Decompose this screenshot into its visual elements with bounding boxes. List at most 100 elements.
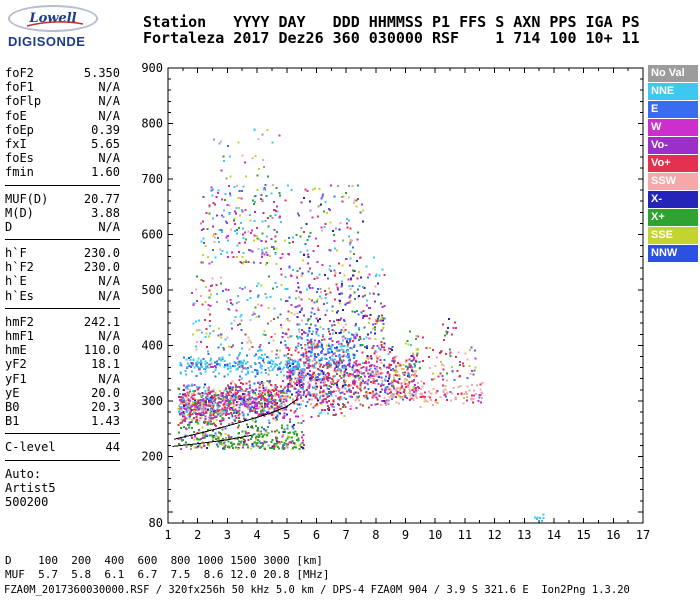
param-label: C-level (5, 440, 56, 455)
param-row-foep: foEp 0.39 (5, 123, 120, 137)
param-label: M(D) (5, 205, 34, 220)
param-value: 1.60 (91, 165, 120, 180)
param-label: foE (5, 108, 27, 123)
logo-digisonde-text: DIGISONDE (8, 34, 86, 49)
param-row-hmf1: hmF1 N/A (5, 329, 120, 343)
param-label: hmF2 (5, 314, 34, 329)
y-tick-label: 600 (141, 227, 163, 241)
param-row-md: M(D) 3.88 (5, 206, 120, 220)
param-value: 1.43 (91, 414, 120, 429)
param-label: yE (5, 385, 20, 400)
header-field-names: Station YYYY DAY DDD HHMMSS P1 FFS S AXN… (143, 13, 640, 31)
header-field-values: Fortaleza 2017 Dez26 360 030000 RSF 1 71… (143, 29, 640, 47)
param-row-500200: 500200 (5, 495, 120, 509)
distance-row: D 100 200 400 600 800 1000 1500 3000 [km… (5, 554, 323, 567)
param-row-hmf2: hmF2 242.1 (5, 315, 120, 329)
x-tick-label: 10 (428, 528, 442, 542)
param-row-fof2: foF2 5.350 (5, 66, 120, 80)
param-row-hme: hmE 110.0 (5, 343, 120, 357)
param-value: N/A (98, 329, 120, 343)
x-tick-label: 6 (313, 528, 320, 542)
legend-item-vo-: Vo- (648, 137, 698, 154)
param-label: foEs (5, 151, 34, 166)
param-row-artist5: Artist5 (5, 481, 120, 495)
scatter-points (177, 128, 545, 523)
param-label: h`F2 (5, 260, 34, 275)
param-label: MUF(D) (5, 191, 49, 206)
x-tick-label: 2 (194, 528, 201, 542)
param-value: 20.3 (91, 399, 120, 414)
param-value: 110.0 (83, 343, 120, 358)
param-value: N/A (98, 371, 120, 386)
legend-item-nne: NNE (648, 83, 698, 100)
y-axis-bottom-label: 80 (149, 516, 163, 530)
param-label: h`Es (5, 288, 34, 303)
param-row-b0: B0 20.3 (5, 400, 120, 414)
y-tick-label: 500 (141, 283, 163, 297)
param-label: h`E (5, 274, 27, 289)
x-tick-label: 13 (517, 528, 531, 542)
param-separator (5, 239, 120, 241)
param-value: N/A (98, 80, 120, 95)
param-label: foEp (5, 122, 34, 137)
param-separator (5, 433, 120, 435)
param-value: N/A (98, 274, 120, 289)
param-separator (5, 184, 120, 186)
param-value: 0.39 (91, 122, 120, 137)
param-value: N/A (98, 288, 120, 303)
y-tick-label: 800 (141, 116, 163, 130)
param-row-foes: foEs N/A (5, 151, 120, 165)
param-row-yf1: yF1 N/A (5, 372, 120, 386)
param-row-he: h`E N/A (5, 274, 120, 288)
param-value: 20.77 (83, 191, 120, 206)
x-tick-label: 1 (164, 528, 171, 542)
param-value: N/A (98, 151, 120, 166)
param-value: 5.350 (83, 66, 120, 80)
legend-item-nnw: NNW (648, 245, 698, 262)
param-value: N/A (98, 219, 120, 234)
x-tick-label: 16 (606, 528, 620, 542)
param-value: 242.1 (83, 314, 120, 329)
x-tick-label: 12 (487, 528, 501, 542)
param-label: foF2 (5, 66, 34, 80)
param-separator (5, 459, 120, 461)
x-tick-label: 9 (402, 528, 409, 542)
param-row-auto: Auto: (5, 467, 120, 481)
plot-axes: 1 2 3 4 5 6 7 8 9 10 11 12 13 14 15 16 17200300400500600… (141, 61, 650, 542)
param-row-fxi: fxI 5.65 (5, 137, 120, 151)
legend-item-sse: SSE (648, 227, 698, 244)
param-value: N/A (98, 94, 120, 109)
param-value: 5.65 (91, 136, 120, 151)
param-label: yF1 (5, 371, 27, 386)
param-value: 44 (105, 440, 120, 455)
param-label: Auto: (5, 466, 42, 481)
x-tick-label: 14 (547, 528, 561, 542)
param-row-hf2: h`F2 230.0 (5, 260, 120, 274)
legend-item-w: W (648, 119, 698, 136)
param-row-fmin: fmin 1.60 (5, 165, 120, 179)
x-tick-label: 17 (636, 528, 650, 542)
muf-row: MUF 5.7 5.8 6.1 6.7 7.5 8.6 12.0 20.8 [M… (5, 568, 330, 581)
x-tick-label: 4 (253, 528, 260, 542)
param-row-b1: B1 1.43 (5, 414, 120, 428)
param-row-yf2: yF2 18.1 (5, 357, 120, 371)
param-value: 230.0 (83, 246, 120, 261)
param-row-foe: foE N/A (5, 109, 120, 123)
param-label: foFlp (5, 94, 42, 109)
x-tick-label: 11 (458, 528, 472, 542)
legend-item-x+: X+ (648, 209, 698, 226)
param-label: fxI (5, 136, 27, 151)
trace-lines (172, 398, 298, 447)
param-row-d: D N/A (5, 220, 120, 234)
legend-item-noval: No Val (648, 65, 698, 82)
param-label: hmF1 (5, 329, 34, 343)
logo-oval: Lowell (8, 5, 98, 32)
legend-item-vo+: Vo+ (648, 155, 698, 172)
legend: No Val NNE E W Vo- Vo+ SSW X- X+ SSE NNW (648, 65, 698, 263)
legend-item-e: E (648, 101, 698, 118)
param-row-clevel: C-level 44 (5, 440, 120, 454)
param-row-hes: h`Es N/A (5, 289, 120, 303)
param-row-mufd: MUF(D) 20.77 (5, 192, 120, 206)
y-tick-label: 200 (141, 449, 163, 463)
ionogram-plot: 1 2 3 4 5 6 7 8 9 10 11 12 13 14 15 16 17200300400500600… (141, 61, 650, 542)
